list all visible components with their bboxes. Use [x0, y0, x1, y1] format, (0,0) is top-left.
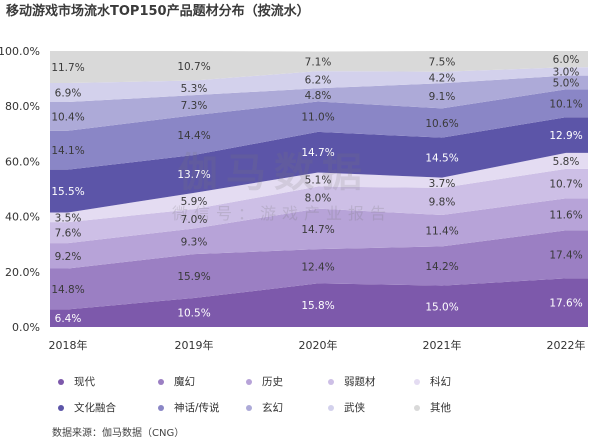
area-魔幻 [50, 230, 588, 310]
x-tick-label: 2021年 [423, 338, 462, 352]
data-label: 3.0% [553, 66, 580, 78]
x-tick-label: 2020年 [299, 338, 338, 352]
area-武侠 [50, 67, 588, 103]
area-弱题材 [50, 168, 588, 244]
y-tick-label: 20.0% [5, 266, 40, 279]
data-label: 3.7% [429, 178, 456, 190]
data-label: 14.1% [51, 145, 84, 157]
data-label: 4.8% [305, 90, 332, 102]
area-历史 [50, 198, 588, 269]
data-label: 6.9% [55, 88, 82, 100]
chart-title: 移动游戏市场流水TOP150产品题材分布（按流水） [6, 4, 310, 19]
data-label: 9.1% [429, 91, 456, 103]
area-科幻 [50, 152, 588, 223]
area-神话/传说 [50, 89, 588, 170]
area-现代 [50, 278, 588, 327]
x-tick-label: 2022年 [547, 338, 586, 352]
data-label: 14.7% [301, 147, 334, 159]
x-tick-label: 2019年 [175, 338, 214, 352]
data-label: 6.0% [553, 54, 580, 66]
data-label: 7.3% [181, 100, 208, 112]
y-tick-label: 100.0% [0, 45, 40, 58]
data-label: 14.2% [425, 261, 458, 273]
y-tick-label: 80.0% [5, 100, 40, 113]
data-label: 9.3% [181, 236, 208, 248]
data-label: 5.0% [553, 77, 580, 89]
data-label: 11.7% [51, 62, 84, 74]
data-label: 6.4% [55, 313, 82, 325]
data-label: 14.7% [301, 224, 334, 236]
data-label: 9.8% [429, 196, 456, 208]
data-label: 15.9% [177, 271, 210, 283]
y-tick-label: 40.0% [5, 211, 40, 224]
data-label: 7.5% [429, 56, 456, 68]
data-label: 5.9% [181, 196, 208, 208]
data-label: 7.0% [181, 214, 208, 226]
data-label: 15.5% [51, 186, 84, 198]
data-label: 10.4% [51, 111, 84, 123]
data-label: 15.0% [425, 301, 458, 313]
data-label: 10.5% [177, 308, 210, 320]
data-label: 10.6% [425, 118, 458, 130]
data-label: 15.8% [301, 300, 334, 312]
data-label: 10.7% [549, 179, 582, 191]
data-source-note: 数据来源：伽马数据（CNG） [52, 428, 185, 439]
x-tick-label: 2018年 [49, 338, 88, 352]
data-label: 9.2% [55, 251, 82, 263]
data-label: 12.4% [301, 261, 334, 273]
data-label: 5.3% [181, 83, 208, 95]
data-label: 11.4% [425, 226, 458, 238]
data-label: 5.8% [553, 156, 580, 168]
area-玄幻 [50, 75, 588, 131]
data-label: 13.7% [177, 169, 210, 181]
y-tick-label: 60.0% [5, 155, 40, 168]
data-label: 3.5% [55, 212, 82, 224]
data-label: 4.2% [429, 72, 456, 84]
watermark: 伽马数据 [178, 150, 370, 196]
data-label: 10.7% [177, 61, 210, 73]
y-tick-label: 0.0% [12, 321, 40, 334]
area-其他 [50, 51, 588, 84]
data-label: 11.6% [549, 209, 582, 221]
data-label: 14.4% [177, 130, 210, 142]
data-label: 8.0% [305, 193, 332, 205]
data-label: 14.8% [51, 284, 84, 296]
data-label: 14.5% [425, 153, 458, 165]
data-label: 7.1% [305, 56, 332, 68]
area-文化融合 [50, 117, 588, 213]
data-label: 10.1% [549, 98, 582, 110]
data-label: 11.0% [301, 112, 334, 124]
data-label: 6.2% [305, 75, 332, 87]
data-label: 17.4% [549, 249, 582, 261]
watermark-subtitle: 微信号：游戏产业报告 [172, 204, 393, 223]
data-label: 5.1% [305, 174, 332, 186]
data-label: 17.6% [549, 298, 582, 310]
data-label: 12.9% [549, 130, 582, 142]
data-label: 7.6% [55, 228, 82, 240]
